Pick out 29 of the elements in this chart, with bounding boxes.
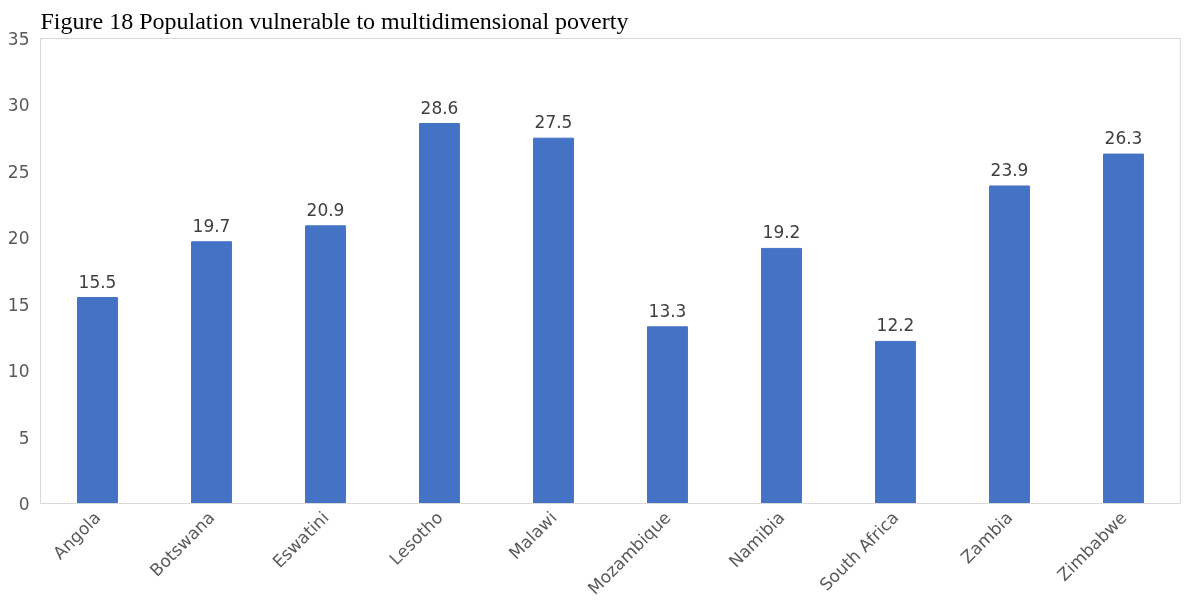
data-label: 19.2 — [762, 222, 801, 243]
data-label: 12.2 — [876, 315, 915, 336]
bar — [305, 225, 346, 504]
bar — [761, 247, 802, 504]
bar — [1103, 153, 1144, 504]
data-label: 23.9 — [990, 159, 1029, 180]
bar — [533, 137, 574, 504]
y-tick-label: 10 — [7, 361, 30, 382]
y-tick-label: 5 — [18, 427, 30, 448]
bar — [989, 185, 1030, 504]
y-tick-label: 25 — [7, 161, 30, 182]
y-tick-label: 35 — [7, 29, 30, 49]
y-tick-label: 30 — [7, 95, 30, 116]
data-label: 26.3 — [1104, 128, 1143, 149]
y-tick-label: 15 — [7, 294, 30, 315]
data-label: 28.6 — [420, 97, 459, 118]
chart-title: Figure 18 Population vulnerable to multidimensional poverty — [40, 7, 629, 34]
bar — [191, 241, 232, 504]
data-label: 27.5 — [534, 112, 573, 133]
data-label: 15.5 — [78, 271, 117, 292]
bar — [875, 340, 916, 504]
data-label: 20.9 — [306, 199, 345, 220]
bar — [647, 326, 688, 504]
data-label: 13.3 — [648, 300, 687, 321]
data-label: 19.7 — [192, 215, 231, 236]
bar — [77, 297, 118, 504]
bar — [419, 123, 460, 504]
y-tick-label: 20 — [7, 228, 30, 249]
y-tick-label: 0 — [18, 494, 30, 514]
